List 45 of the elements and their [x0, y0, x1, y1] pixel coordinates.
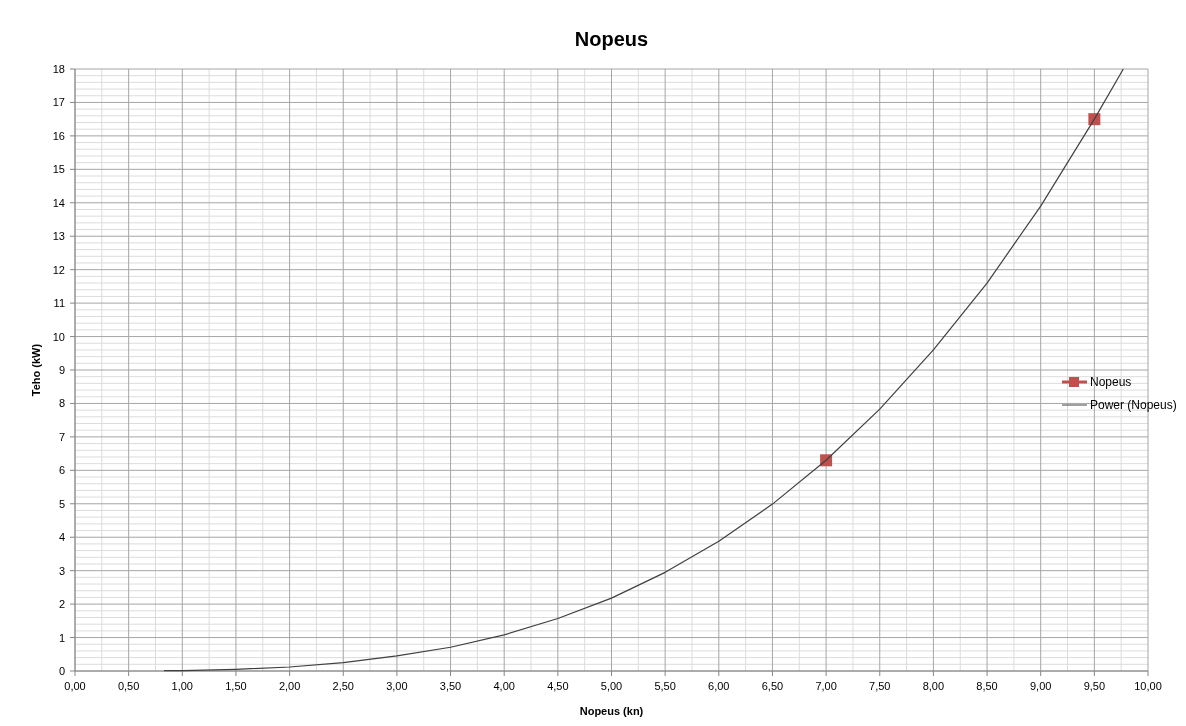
x-tick-label: 7,50 [869, 680, 891, 692]
y-tick-label: 14 [52, 196, 65, 209]
y-tick-label: 4 [58, 531, 65, 544]
y-tick-label: 18 [52, 63, 65, 75]
y-tick-label: 13 [52, 230, 65, 243]
legend-label: Nopeus [1090, 375, 1132, 389]
x-tick-label: 4,50 [547, 680, 569, 692]
y-tick-label: 12 [52, 263, 65, 276]
x-tick-label: 7,00 [815, 680, 837, 692]
y-tick-label: 2 [58, 598, 65, 611]
x-tick-label: 9,50 [1083, 680, 1106, 692]
x-axis-title: Nopeus (kn) [579, 705, 644, 717]
y-tick-label: 0 [58, 665, 65, 677]
x-tick-label: 3,50 [439, 680, 462, 692]
x-tick-label: 8,00 [922, 680, 945, 692]
y-tick-label: 3 [58, 564, 65, 577]
y-tick-label: 6 [58, 464, 65, 477]
x-tick-label: 2,00 [278, 680, 301, 692]
x-tick-label: 10,00 [1134, 680, 1162, 692]
chart-title: Nopeus [574, 28, 649, 50]
x-tick-label: 3,00 [386, 680, 408, 692]
x-tick-label: 1,00 [171, 680, 194, 692]
x-tick-label: 5,50 [654, 680, 676, 692]
y-tick-label: 1 [58, 631, 65, 644]
x-tick-label: 8,50 [976, 680, 998, 692]
y-tick-label: 8 [58, 397, 65, 410]
y-tick-label: 17 [52, 96, 65, 109]
x-tick-label: 6,00 [708, 680, 730, 692]
y-tick-label: 16 [52, 129, 65, 142]
x-tick-label: 0,50 [117, 680, 140, 692]
x-tick-label: 5,00 [600, 680, 623, 692]
x-tick-label: 2,50 [332, 680, 354, 692]
y-tick-label: 10 [52, 330, 65, 343]
y-tick-label: 7 [58, 430, 65, 443]
y-tick-label: 11 [53, 297, 65, 310]
x-tick-label: 0,00 [64, 680, 86, 692]
y-axis-title: Teho (kW) [30, 343, 42, 397]
x-tick-label: 9,00 [1029, 680, 1052, 692]
y-tick-label: 5 [58, 497, 65, 510]
legend-label: Power (Nopeus) [1090, 398, 1177, 412]
x-tick-label: 6,50 [761, 680, 784, 692]
y-tick-label: 9 [58, 364, 65, 376]
y-tick-label: 15 [52, 163, 65, 176]
x-tick-label: 4,00 [493, 680, 515, 692]
x-tick-label: 1,50 [225, 680, 247, 692]
